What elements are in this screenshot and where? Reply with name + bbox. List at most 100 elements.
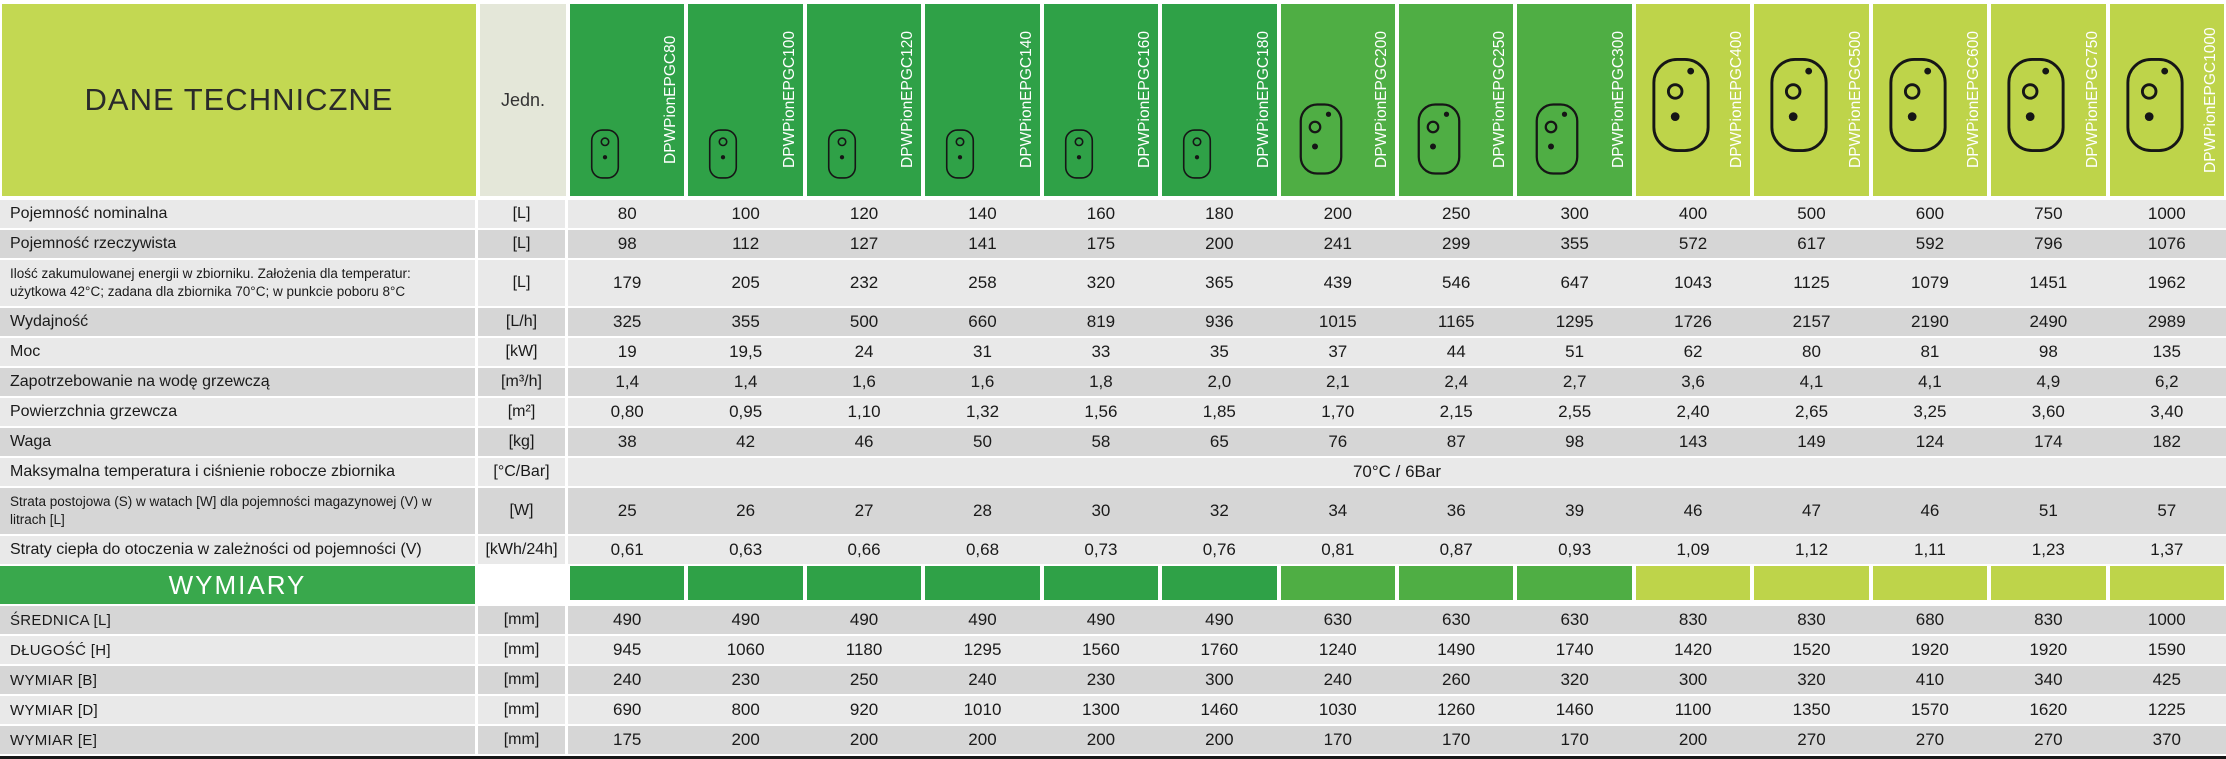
value-cell: 1420 [1633,636,1753,666]
value-cell: 270 [1870,726,1990,756]
value-cell: 149 [1752,428,1871,458]
value-cell: 98 [1989,338,2108,368]
row-unit: [mm] [478,636,568,666]
unit-column-header: Jedn. [480,4,566,196]
row-unit: [L] [478,230,568,260]
value-cell: 175 [568,726,687,756]
value-cell: 38 [568,428,687,458]
value-cell: 170 [1278,726,1397,756]
value-cell: 241 [1278,230,1397,260]
value-cell: 26 [686,488,805,536]
value-cell: 2,7 [1515,368,1634,398]
value-cell: 51 [1515,338,1634,368]
value-cell: 300 [1633,666,1753,696]
value-cell: 35 [1160,338,1279,368]
value-cell: 25 [568,488,687,536]
row-unit: [mm] [478,666,568,696]
section-color-block [688,566,803,600]
row-unit: [mm] [478,696,568,726]
section-title: WYMIARY [0,566,478,606]
column-header-DPWPionEPGC80: DPWPionEPGC80 [570,4,685,196]
value-cell: 0,63 [686,536,805,566]
value-cell: 500 [1752,200,1871,230]
column-label: DPWPionEPGC500 [1846,31,1864,169]
value-cell: 80 [1752,338,1871,368]
value-cell: 0,61 [568,536,687,566]
section-color-block [1635,566,1751,600]
tank-icon [1180,126,1214,182]
value-cell: 1043 [1633,260,1753,308]
section-unit-spacer [478,566,568,606]
column-header-DPWPionEPGC100: DPWPionEPGC100 [688,4,803,196]
row-unit: [m²] [478,398,568,428]
section-color-block [1399,566,1514,600]
value-cell: 58 [1041,428,1161,458]
column-header-DPWPionEPGC500: DPWPionEPGC500 [1754,4,1869,196]
value-cell: 1,70 [1278,398,1397,428]
value-cell: 1520 [1752,636,1871,666]
value-cell: 546 [1397,260,1516,308]
value-cell: 819 [1041,308,1161,338]
value-cell: 100 [686,200,805,230]
value-cell: 630 [1397,606,1516,636]
row-label: Ilość zakumulowanej energii w zbiorniku.… [0,260,478,308]
row-label: Wydajność [0,308,478,338]
value-cell: 830 [1989,606,2108,636]
value-cell: 1000 [2107,606,2226,636]
value-cell: 355 [686,308,805,338]
value-cell: 87 [1397,428,1516,458]
column-header-DPWPionEPGC160: DPWPionEPGC160 [1043,4,1159,196]
row-label: Straty ciepła do otoczenia w zależności … [0,536,478,566]
value-cell: 250 [1397,200,1516,230]
column-label: DPWPionEPGC750 [2083,31,2101,169]
value-cell: 2989 [2107,308,2226,338]
value-cell: 490 [568,606,687,636]
column-header-DPWPionEPGC1000: DPWPionEPGC1000 [2109,4,2224,196]
value-cell: 258 [923,260,1042,308]
column-label: DPWPionEPGC1000 [2202,27,2219,173]
row-unit: [L] [478,260,568,308]
row-unit: [W] [478,488,568,536]
value-cell: 0,66 [804,536,924,566]
value-cell: 340 [1989,666,2108,696]
value-cell: 36 [1397,488,1516,536]
value-cell: 796 [1989,230,2108,260]
row-unit: [mm] [478,726,568,756]
value-cell: 37 [1278,338,1397,368]
value-cell: 175 [1041,230,1161,260]
row-label: WYMIAR [B] [0,666,478,696]
value-cell: 300 [1515,200,1634,230]
tank-icon [1297,100,1345,178]
column-header-DPWPionEPGC180: DPWPionEPGC180 [1162,4,1277,196]
row-label: Powierzchnia grzewcza [0,398,478,428]
row-label: ŚREDNICA [L] [0,606,478,636]
column-label: DPWPionEPGC120 [899,31,917,169]
value-cell: 1015 [1278,308,1397,338]
tank-icon [1533,100,1581,178]
value-cell: 1962 [2107,260,2226,308]
value-cell: 19 [568,338,687,368]
value-cell: 205 [686,260,805,308]
value-cell: 1760 [1160,636,1279,666]
value-cell: 1920 [1989,636,2108,666]
row-label: Pojemność rzeczywista [0,230,478,260]
column-header-DPWPionEPGC600: DPWPionEPGC600 [1872,4,1988,196]
value-cell: 3,25 [1870,398,1990,428]
value-cell: 500 [804,308,924,338]
value-cell: 46 [1870,488,1990,536]
row-unit: [L/h] [478,308,568,338]
value-cell: 365 [1160,260,1279,308]
value-cell: 2,4 [1397,368,1516,398]
value-cell: 170 [1515,726,1634,756]
value-cell: 140 [923,200,1042,230]
value-cell: 1560 [1041,636,1161,666]
value-cell: 630 [1278,606,1397,636]
section-color-block [1754,566,1869,600]
tank-icon [825,126,859,182]
value-cell: 1,32 [923,398,1042,428]
value-cell: 200 [1160,726,1279,756]
value-cell: 490 [804,606,924,636]
value-cell: 1000 [2107,200,2226,230]
value-cell: 31 [923,338,1042,368]
